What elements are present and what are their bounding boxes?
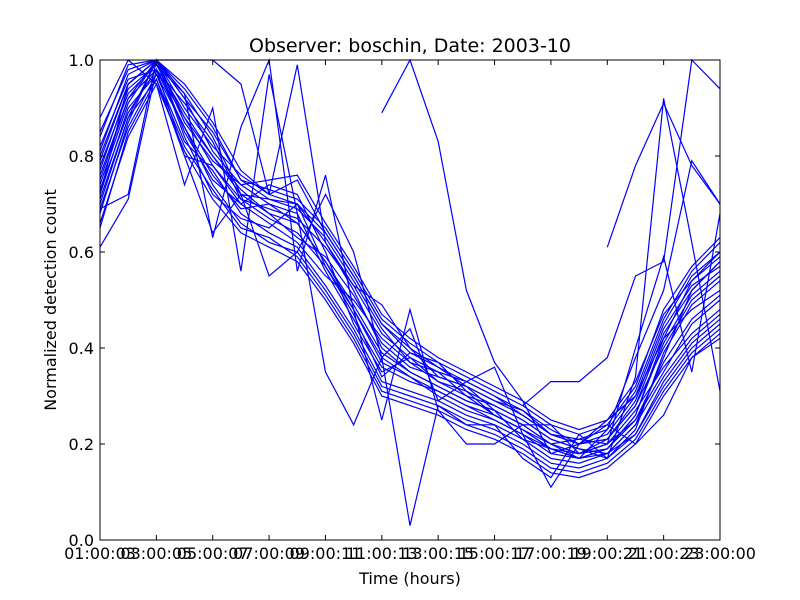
chart-title: Observer: boschin, Date: 2003-10 (249, 35, 571, 57)
series-line-17 (99, 58, 721, 460)
x-tick-label: 15:00:17 (459, 544, 531, 563)
x-tick-label: 05:00:07 (177, 544, 249, 563)
x-tick-label: 03:00:05 (120, 544, 192, 563)
x-tick-label: 13:00:15 (402, 544, 474, 563)
series-line-14 (99, 68, 721, 469)
plot-frame (99, 59, 721, 541)
series-line-11 (99, 63, 721, 440)
x-tick-label: 17:00:19 (515, 544, 587, 563)
x-tick-label: 21:00:23 (628, 544, 700, 563)
y-tick-label: 0.8 (69, 147, 94, 166)
y-tick-label: 0.6 (69, 243, 94, 262)
y-tick-label: 0.2 (69, 435, 94, 454)
y-tick-label: 0.4 (69, 339, 94, 358)
x-tick-label: 19:00:21 (571, 544, 643, 563)
x-tick-label: 11:00:13 (346, 544, 418, 563)
x-axis-ticks: 01:00:0303:00:0505:00:0707:00:0909:00:11… (64, 60, 756, 563)
y-tick-label: 1.0 (69, 51, 94, 70)
series-line-24 (606, 101, 721, 248)
series-line-23 (381, 58, 721, 455)
series-line-9 (99, 68, 721, 460)
y-axis-label: Normalized detection count (41, 189, 60, 411)
series-line-7 (99, 63, 721, 445)
series-layer (99, 57, 721, 526)
x-axis-label: Time (hours) (358, 569, 461, 588)
x-tick-label: 01:00:03 (64, 544, 136, 563)
series-line-18 (99, 59, 721, 445)
series-line-12 (99, 73, 721, 464)
x-tick-label: 09:00:11 (290, 544, 362, 563)
series-line-10 (99, 58, 721, 455)
x-tick-label: 07:00:09 (233, 544, 305, 563)
y-tick-label: 0.0 (69, 531, 94, 550)
y-axis-ticks: 0.0 0.2 0.4 0.6 0.8 1.0 (69, 51, 720, 550)
x-tick-label: 23:00:00 (684, 544, 756, 563)
series-line-19 (99, 82, 721, 479)
series-line-25 (522, 58, 721, 407)
series-line-16 (99, 77, 721, 474)
series-line-21 (99, 59, 721, 526)
